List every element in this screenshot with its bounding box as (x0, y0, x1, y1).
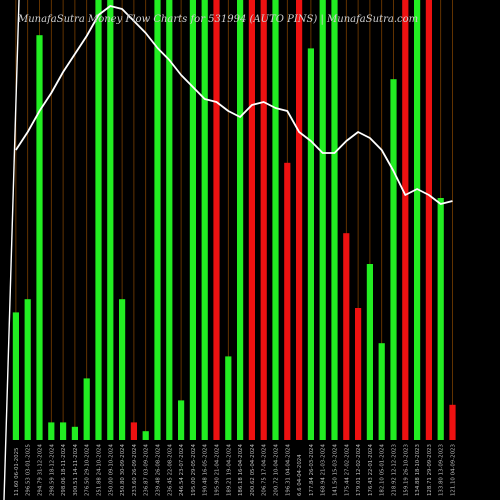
volume-bar (213, 0, 220, 440)
chart-watermark: MunafaSutra Money Flow Charts for 531994… (18, 14, 419, 25)
volume-bar (319, 0, 326, 440)
volume-bar (225, 356, 232, 440)
x-tick-label: 233.60 26-09-2024 (132, 444, 138, 496)
volume-bar (355, 308, 362, 440)
volume-bar (119, 299, 126, 440)
volume-bar (178, 400, 185, 440)
volume-bar (48, 422, 55, 440)
x-tick-label: 236.87 03-09-2024 (144, 444, 150, 496)
volume-bar (378, 343, 385, 440)
volume-bar (24, 299, 31, 440)
x-tick-label: 206.75 17-04-2024 (262, 444, 268, 496)
x-tick-label: 200.62 05-04-2024 (250, 444, 256, 496)
volume-bar (60, 422, 67, 440)
volume-bar (189, 0, 196, 440)
x-tick-label: 294.79 31-12-2024 (38, 444, 44, 496)
x-tick-label: 246.54 23-07-2024 (179, 444, 185, 496)
volume-bar (437, 198, 444, 440)
x-tick-label: 128.71 29-09-2023 (427, 444, 433, 496)
x-tick-label: 11.60 06-01-2025 (14, 448, 20, 496)
volume-bar (284, 162, 291, 441)
price-line-leadin (3, 0, 20, 500)
x-tick-label: 296.53 03-01-2025 (26, 444, 32, 496)
volume-bar (107, 0, 114, 440)
volume-bar (166, 0, 173, 440)
volume-bar (154, 0, 161, 440)
volume-bar (343, 233, 350, 440)
volume-bar (449, 404, 456, 440)
x-tick-label: 186.18 16-04-2024 (238, 444, 244, 496)
x-tick-label: 175.44 27-02-2024 (344, 444, 350, 496)
volume-bar (142, 431, 149, 440)
x-tick-label: 300.51 14-11-2024 (73, 444, 79, 496)
chart-grid (15, 0, 453, 440)
price-line-group (3, 0, 453, 500)
volume-bar (237, 0, 244, 440)
volume-bar (390, 79, 397, 440)
x-tick-label: 141.50 15-03-2024 (333, 444, 339, 496)
x-tick-label: 250.80 30-09-2024 (120, 444, 126, 496)
x-tick-label: 276.50 29-10-2024 (85, 444, 91, 496)
x-tick-label: 236.45 22-08-2024 (167, 444, 173, 496)
volume-bar (414, 0, 421, 440)
x-tick-label: 176.43 22-01-2024 (368, 444, 374, 496)
volume-bar (366, 264, 373, 440)
chart-bars (12, 0, 456, 441)
x-tick-label: 218.92 12-12-2023 (392, 444, 398, 496)
volume-bar (296, 0, 303, 440)
volume-bar (307, 48, 314, 441)
x-tick-label: 189.21 19-04-2024 (226, 444, 232, 496)
x-tick-label: 251.88 24-10-2024 (97, 444, 103, 496)
x-tick-label: 6.6 04-04-2024 (297, 454, 303, 496)
volume-bar (130, 422, 137, 440)
x-tick-label: 196.31 04-04-2024 (285, 444, 291, 496)
price-line (15, 5, 453, 205)
x-tick-label: 239.48 26-08-2024 (156, 444, 162, 496)
volume-bar (201, 0, 208, 440)
x-tick-label: 298.06 18-11-2024 (61, 444, 67, 496)
volume-bar (331, 0, 338, 440)
volume-bar (272, 0, 279, 440)
x-tick-label: 133.80 13-09-2023 (439, 444, 445, 496)
x-tick-label: 179.01 12-02-2024 (356, 444, 362, 496)
x-tick-label: 168.94 21-03-2024 (321, 444, 327, 496)
x-tick-label: 182.10 05-01-2024 (380, 444, 386, 496)
volume-bar (36, 35, 43, 440)
volume-bar (402, 0, 409, 440)
volume-bar (83, 378, 90, 440)
x-tick-label: 190.48 16-05-2024 (203, 444, 209, 496)
volume-bar (12, 312, 19, 440)
volume-bar (425, 0, 432, 440)
x-tick-label: 177.84 26-03-2024 (309, 444, 315, 496)
x-tick-label: 200.72 10-04-2024 (274, 444, 280, 496)
x-tick-label: 134.88 18-10-2023 (415, 444, 421, 496)
volume-bar (260, 0, 267, 440)
volume-bar (71, 426, 78, 440)
x-tick-label: 195.00 29-05-2024 (191, 444, 197, 496)
x-tick-label: 298.59 18-12-2024 (49, 444, 55, 496)
volume-bar (248, 0, 255, 440)
volume-bar (95, 0, 102, 440)
x-tick-labels: 11.60 06-01-2025 296.53 03-01-2025 294.79 … (14, 444, 457, 496)
x-tick-label: 195.90 21-04-2024 (215, 444, 221, 496)
x-tick-label: 159.19 26-10-2023 (403, 444, 409, 496)
x-tick-label: 250.00 09-10-2024 (108, 444, 114, 496)
x-tick-label: 121.10 04-09-2023 (451, 444, 457, 496)
